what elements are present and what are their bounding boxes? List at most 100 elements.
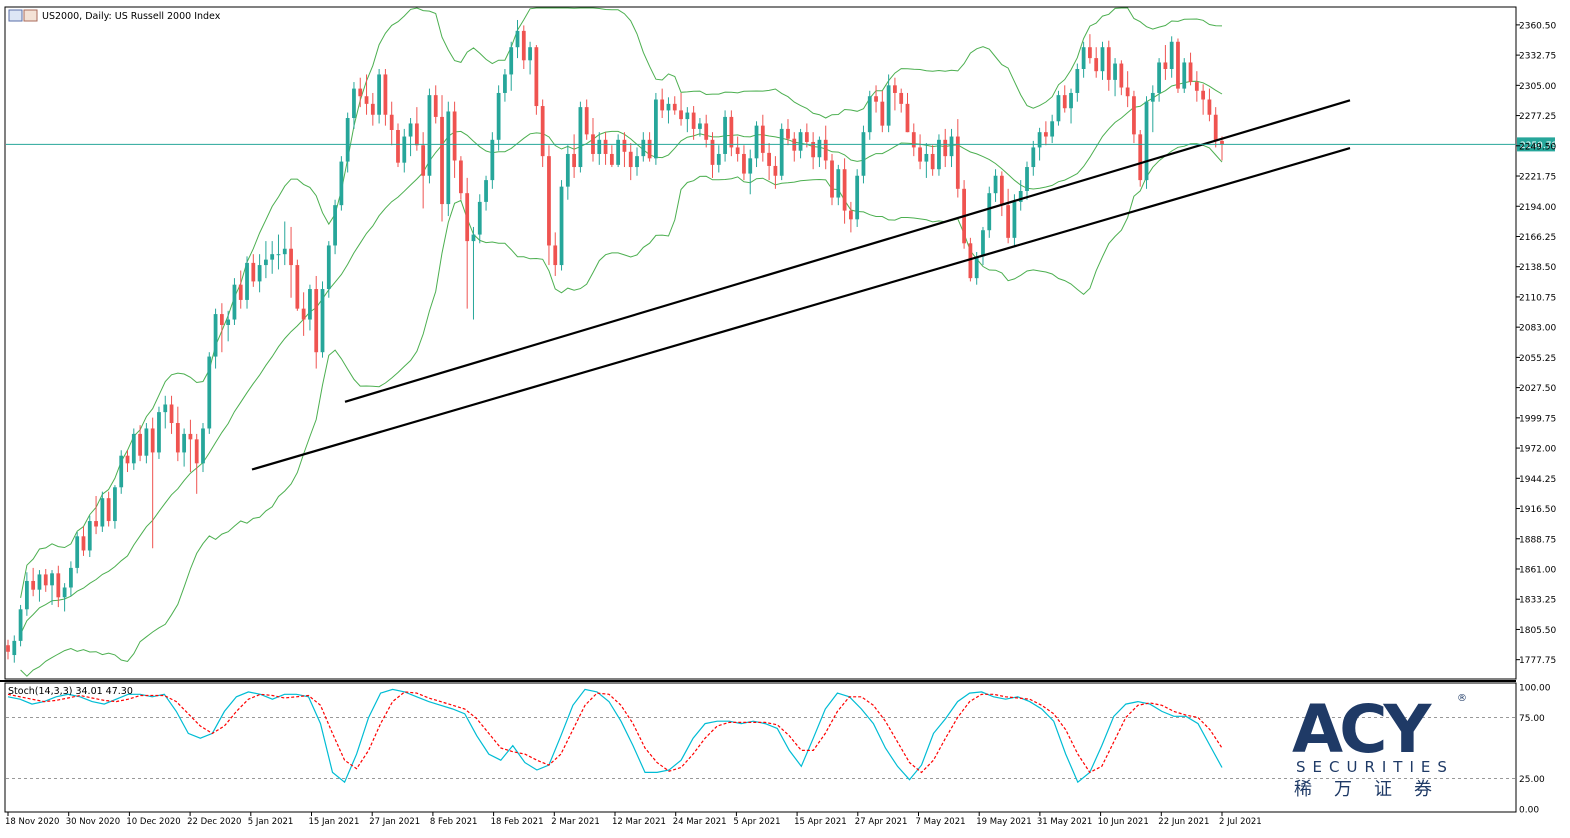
candle[interactable] [150, 417, 155, 549]
candle[interactable] [1132, 90, 1136, 144]
candle[interactable] [1018, 180, 1023, 211]
trendline-lower[interactable] [251, 147, 1351, 471]
time-axis[interactable]: 18 Nov 2020 30 Nov 2020 10 Dec 2020 22 Dec … [5, 812, 1262, 827]
candle[interactable] [1088, 34, 1092, 64]
candle[interactable] [1081, 41, 1086, 78]
candle[interactable] [861, 125, 866, 184]
candle[interactable] [874, 85, 878, 113]
candle[interactable] [377, 69, 382, 124]
candle[interactable] [1207, 88, 1212, 122]
candle[interactable] [1169, 36, 1174, 78]
candle[interactable] [760, 114, 765, 162]
candle[interactable] [1138, 130, 1143, 187]
candle[interactable] [993, 169, 998, 202]
candle[interactable] [56, 565, 61, 608]
candle[interactable] [326, 241, 331, 298]
candle[interactable] [666, 97, 671, 124]
candle[interactable] [370, 92, 375, 126]
trendline-upper[interactable] [344, 99, 1351, 403]
candle[interactable] [1031, 140, 1036, 176]
candle[interactable] [830, 153, 834, 206]
candle[interactable] [509, 41, 514, 91]
candle[interactable] [1201, 84, 1206, 115]
candle[interactable] [459, 156, 463, 200]
candle[interactable] [723, 110, 727, 162]
candle[interactable] [6, 639, 10, 660]
candle[interactable] [779, 123, 784, 181]
candle[interactable] [817, 136, 822, 168]
candle[interactable] [1012, 194, 1017, 246]
candle[interactable] [24, 572, 29, 616]
candle[interactable] [547, 145, 551, 266]
candle[interactable] [842, 158, 847, 224]
candle[interactable] [264, 241, 268, 279]
candle[interactable] [836, 164, 841, 206]
candle[interactable] [653, 92, 658, 165]
candle[interactable] [213, 308, 218, 369]
candle[interactable] [1163, 45, 1168, 80]
candle[interactable] [1150, 85, 1155, 133]
candle[interactable] [414, 107, 419, 151]
candle[interactable] [584, 99, 589, 140]
candle[interactable] [314, 275, 319, 369]
candle[interactable] [924, 143, 929, 178]
candle[interactable] [1025, 161, 1029, 200]
candle[interactable] [616, 134, 621, 168]
candle[interactable] [1113, 58, 1117, 97]
candle[interactable] [138, 425, 142, 462]
candle[interactable] [1220, 136, 1224, 161]
candle[interactable] [1119, 60, 1124, 96]
candle[interactable] [276, 234, 281, 270]
candle[interactable] [219, 303, 224, 353]
candle[interactable] [446, 101, 451, 217]
candle[interactable] [540, 99, 545, 168]
candle[interactable] [798, 128, 803, 159]
candle[interactable] [1194, 71, 1199, 102]
candle[interactable] [144, 423, 149, 464]
candle[interactable] [37, 570, 42, 602]
candle[interactable] [886, 74, 891, 133]
candle[interactable] [289, 226, 293, 298]
candle[interactable] [955, 119, 960, 198]
candle[interactable] [534, 45, 539, 115]
candle[interactable] [295, 259, 300, 311]
candle[interactable] [50, 570, 54, 605]
candle[interactable] [440, 95, 444, 222]
candle[interactable] [698, 118, 702, 137]
candle[interactable] [628, 143, 633, 181]
candle[interactable] [899, 88, 904, 113]
candle[interactable] [75, 531, 80, 574]
candle[interactable] [911, 123, 916, 157]
candle[interactable] [880, 90, 885, 133]
candle[interactable] [270, 241, 275, 274]
candle[interactable] [383, 69, 388, 126]
candle[interactable] [981, 226, 985, 266]
candle[interactable] [515, 19, 520, 59]
candle[interactable] [1062, 85, 1067, 113]
candle[interactable] [937, 134, 941, 176]
candle[interactable] [528, 41, 532, 75]
candle[interactable] [352, 82, 356, 129]
candle[interactable] [12, 635, 17, 663]
candle[interactable] [207, 352, 212, 434]
candle[interactable] [823, 125, 828, 170]
candle[interactable] [672, 96, 677, 115]
candle[interactable] [131, 428, 136, 470]
candle[interactable] [647, 132, 652, 162]
candle[interactable] [1182, 58, 1187, 93]
candle[interactable] [1069, 88, 1073, 124]
candle[interactable] [358, 77, 363, 108]
candle[interactable] [320, 281, 325, 358]
candle[interactable] [163, 395, 168, 429]
candle[interactable] [930, 145, 935, 176]
candle[interactable] [301, 292, 306, 336]
candle[interactable] [69, 561, 73, 597]
candle[interactable] [1188, 52, 1193, 86]
candle[interactable] [169, 395, 174, 434]
candle[interactable] [62, 583, 67, 612]
candle[interactable] [490, 132, 495, 189]
candle[interactable] [597, 132, 602, 165]
candle[interactable] [1176, 38, 1180, 93]
candle[interactable] [729, 110, 734, 157]
candle[interactable] [238, 270, 243, 309]
